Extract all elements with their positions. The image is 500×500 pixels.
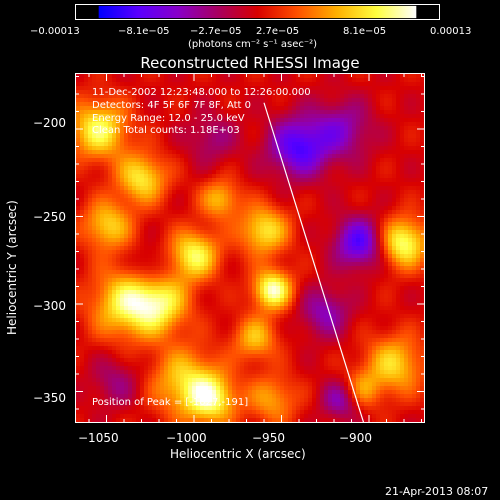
plot-frame — [75, 73, 425, 423]
xtick-label: −900 — [339, 431, 372, 445]
y-axis-label: Heliocentric Y (arcsec) — [5, 200, 19, 335]
colorbar-tick-4: 8.1e−05 — [343, 26, 387, 37]
ytick-label: −300 — [33, 299, 66, 313]
info-detectors: Detectors: 4F 5F 6F 7F 8F, Att 0 — [92, 100, 252, 111]
xtick-label: −1000 — [166, 431, 207, 445]
xtick-label: −950 — [252, 431, 285, 445]
colorbar-tick-2: −2.7e−05 — [190, 26, 242, 37]
colorbar-tick-3: 2.7e−05 — [256, 26, 300, 37]
heatmap-area — [76, 74, 424, 422]
peak-position: Position of Peak = [-1027,-191] — [92, 397, 249, 408]
xtick-label: −1050 — [78, 431, 119, 445]
info-time-range: 11-Dec-2002 12:23:48.000 to 12:26:00.000 — [92, 87, 311, 98]
colorbar — [75, 4, 440, 20]
info-energy-range: Energy Range: 12.0 - 25.0 keV — [92, 113, 245, 124]
colorbar-tick-0: −0.00013 — [30, 26, 80, 37]
ytick-label: −350 — [33, 391, 66, 405]
colorbar-tick-5: 0.00013 — [430, 26, 472, 37]
heatmap-image — [76, 74, 424, 422]
colorbar-unit: (photons cm⁻² s⁻¹ asec⁻²) — [188, 39, 318, 50]
solar-limb-line — [263, 102, 365, 423]
colorbar-tick-1: −8.1e−05 — [118, 26, 170, 37]
ytick-label: −200 — [33, 116, 66, 130]
ytick-label: −250 — [33, 210, 66, 224]
colorbar-gradient — [98, 5, 417, 19]
footer-date: 21-Apr-2013 08:07 — [385, 485, 489, 498]
plot-title: Reconstructed RHESSI Image — [140, 54, 360, 72]
x-axis-label: Heliocentric X (arcsec) — [170, 447, 306, 461]
info-clean-counts: Clean Total counts: 1.18E+03 — [92, 125, 240, 136]
